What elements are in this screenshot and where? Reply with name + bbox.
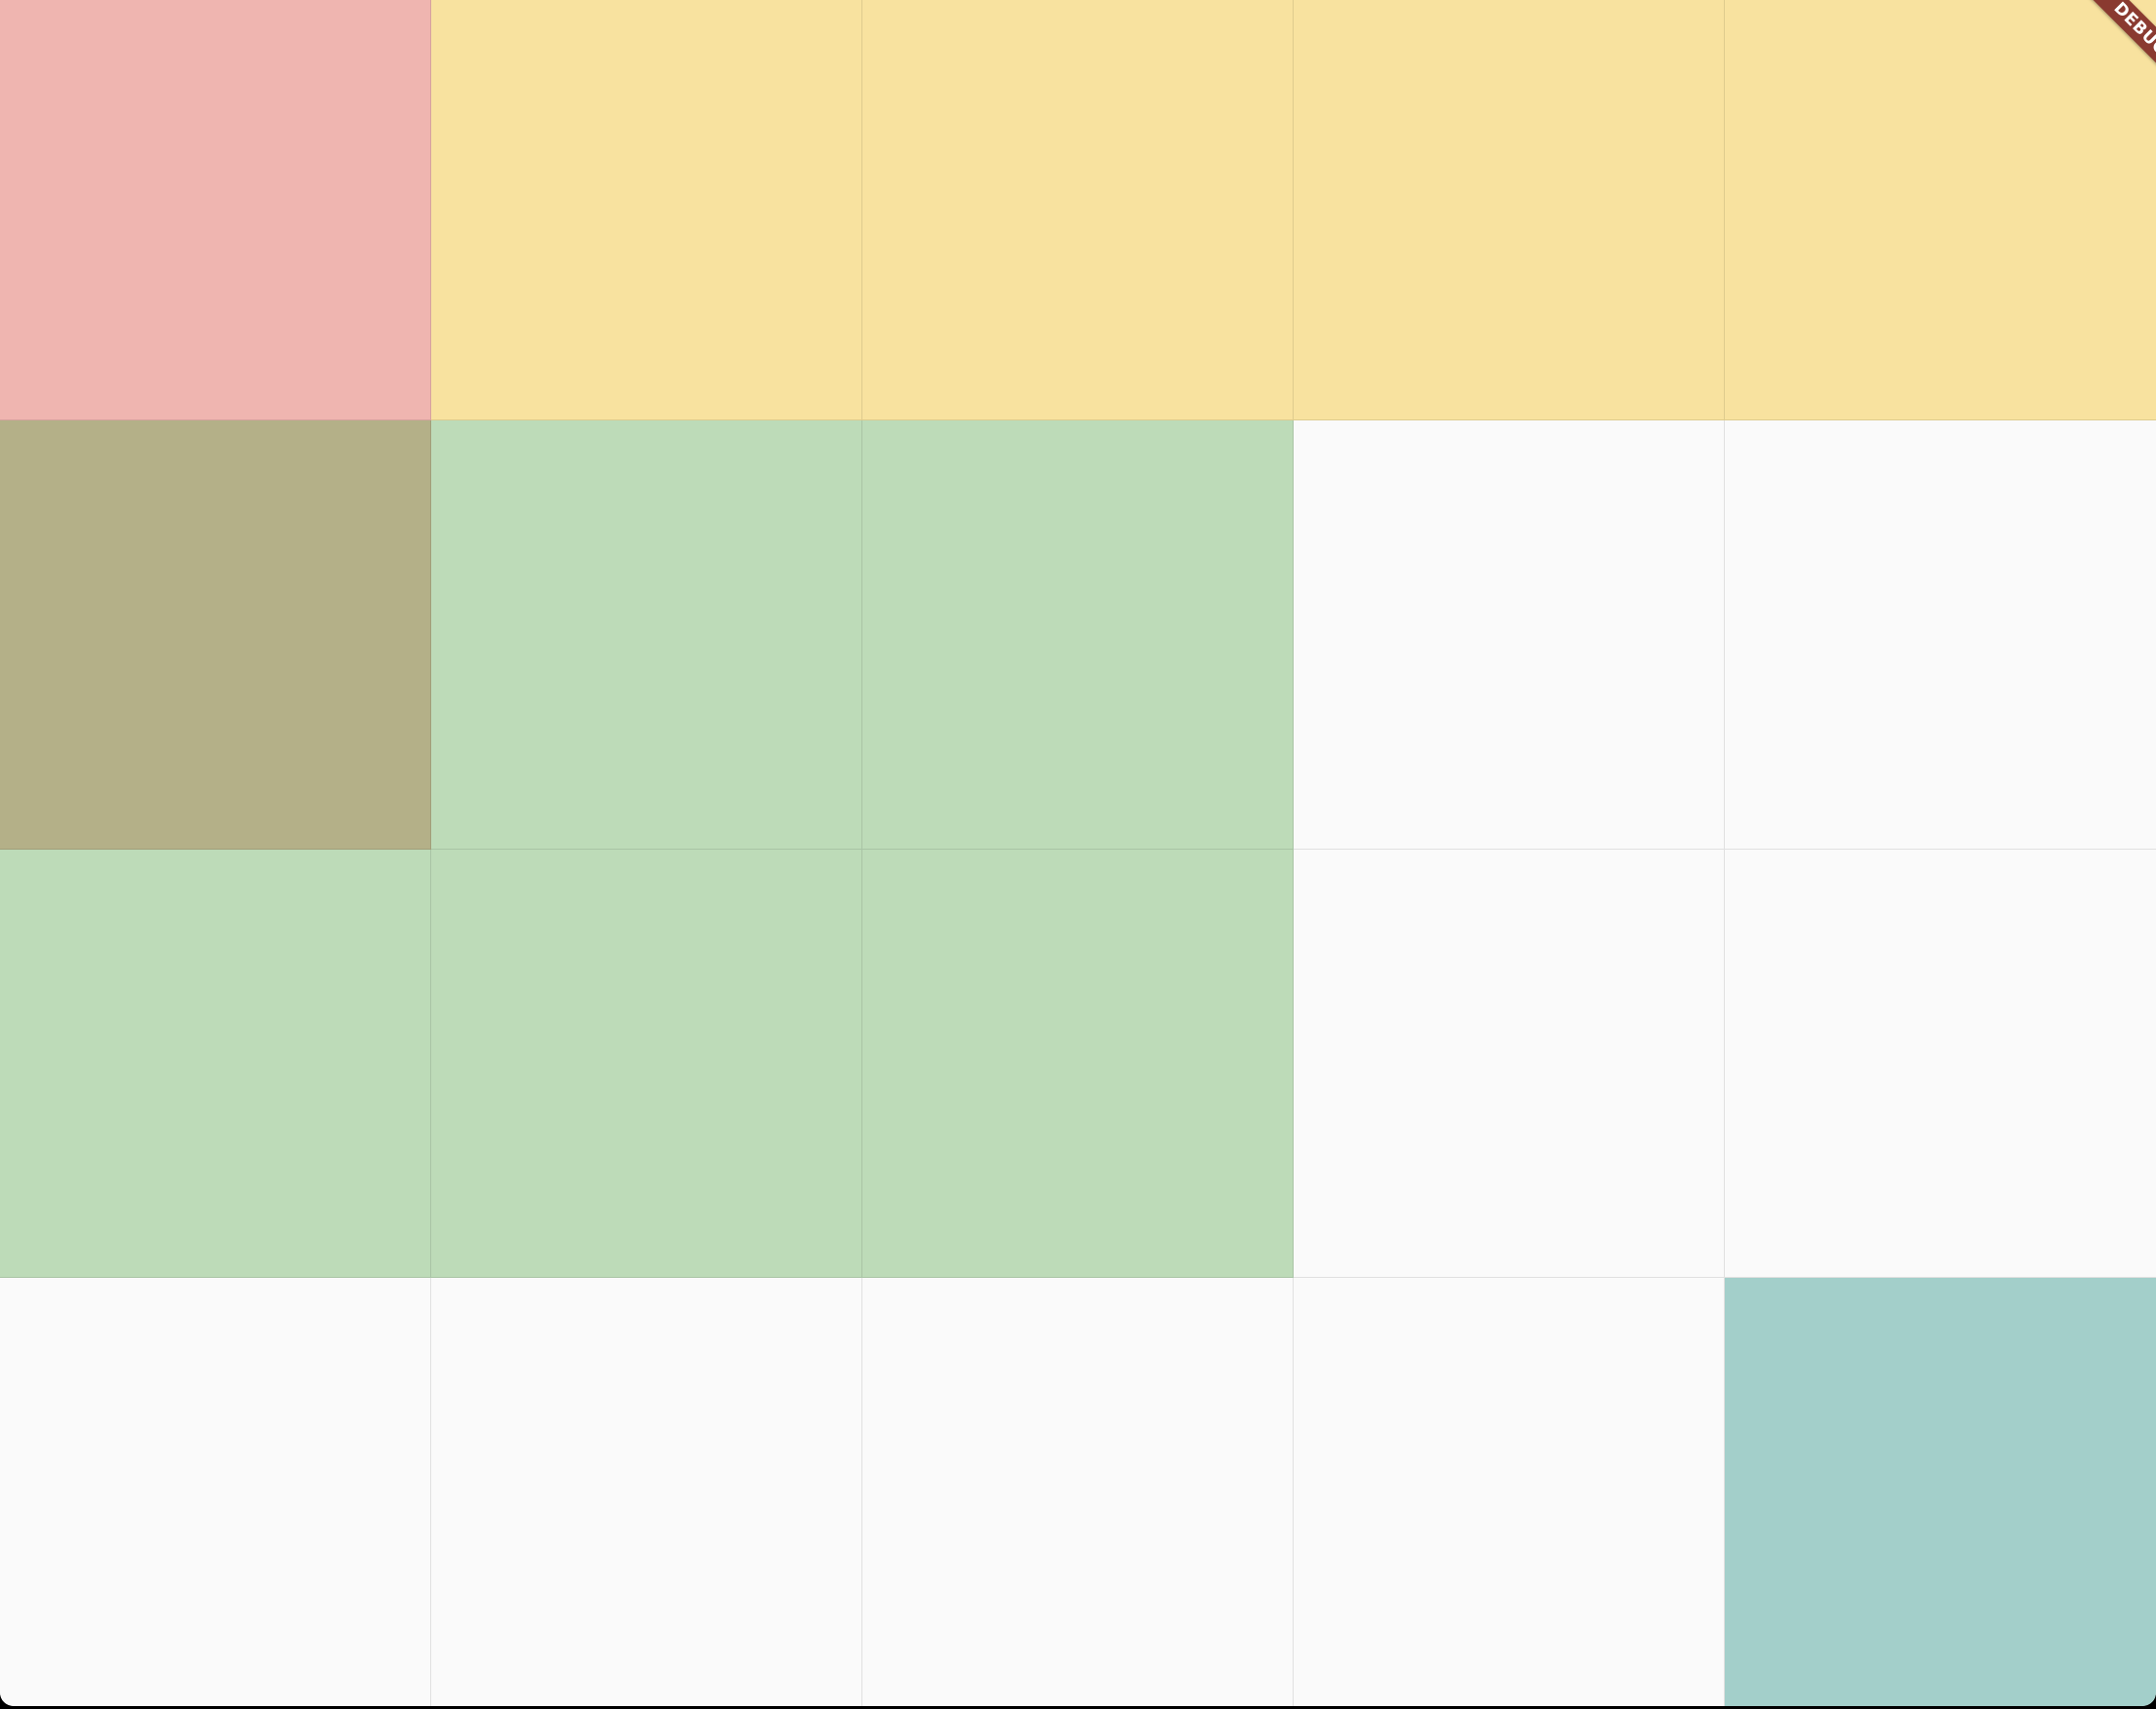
grid-cell-r2-c1[interactable] [0, 420, 431, 850]
grid-cell-r4-c2[interactable] [431, 1278, 862, 1706]
grid-cell-r2-c5[interactable] [1725, 420, 2156, 850]
grid-cell-r1-c4[interactable] [1294, 0, 1725, 420]
grid-cell-r4-c5[interactable] [1725, 1278, 2156, 1706]
grid-cell-r4-c1[interactable] [0, 1278, 431, 1706]
grid-cell-r4-c4[interactable] [1294, 1278, 1725, 1706]
grid-cell-r3-c1[interactable] [0, 850, 431, 1278]
grid-cell-r4-c3[interactable] [862, 1278, 1294, 1706]
grid-cell-r3-c4[interactable] [1294, 850, 1725, 1278]
grid-cell-r2-c4[interactable] [1294, 420, 1725, 850]
grid-cell-r2-c3[interactable] [862, 420, 1294, 850]
grid-cell-r1-c2[interactable] [431, 0, 862, 420]
grid-cell-r2-c2[interactable] [431, 420, 862, 850]
grid-cell-r1-c1[interactable] [0, 0, 431, 420]
grid-cell-r1-c5[interactable] [1725, 0, 2156, 420]
grid-cell-r3-c3[interactable] [862, 850, 1294, 1278]
grid-cell-r1-c3[interactable] [862, 0, 1294, 420]
grid-cell-r3-c5[interactable] [1725, 850, 2156, 1278]
grid-cell-r3-c2[interactable] [431, 850, 862, 1278]
